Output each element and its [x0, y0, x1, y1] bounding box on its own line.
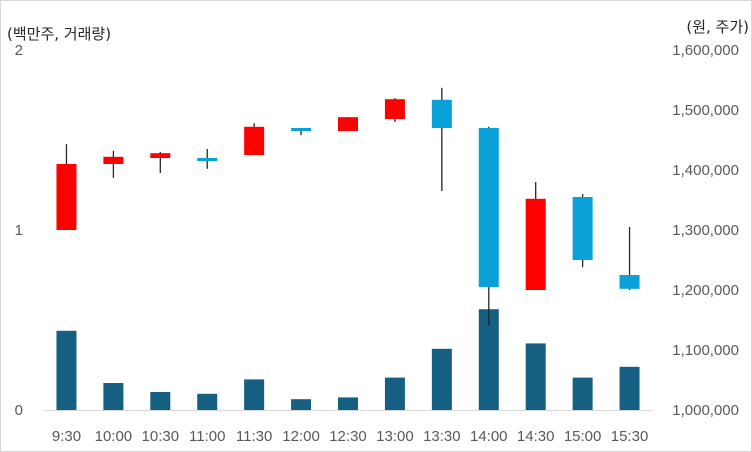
right-tick-label: 1,000,000: [672, 402, 739, 419]
volume-bar: [150, 392, 171, 410]
candle-body: [103, 156, 124, 164]
volume-series: [56, 309, 640, 410]
left-tick-label: 1: [15, 222, 23, 239]
candle-body: [197, 158, 218, 161]
volume-bar: [619, 366, 640, 410]
candle-body: [431, 99, 452, 128]
left-axis-unit-label: (백만주, 거래량): [7, 25, 111, 43]
volume-bar: [197, 393, 218, 410]
candle-body: [338, 117, 358, 131]
candle-body: [478, 128, 499, 287]
x-tick-label: 12:00: [282, 428, 320, 445]
volume-bar: [338, 397, 358, 410]
x-tick-label: 11:30: [236, 428, 272, 445]
x-tick-label: 9:30: [52, 428, 81, 445]
left-tick-label: 2: [15, 42, 23, 59]
right-tick-label: 1,200,000: [672, 282, 739, 299]
x-tick-label: 14:30: [517, 428, 555, 445]
right-tick-label: 1,400,000: [672, 162, 739, 179]
price-candles: [56, 87, 640, 326]
volume-bar: [431, 348, 452, 410]
volume-bar: [384, 377, 405, 410]
x-tick-label: 10:00: [95, 428, 133, 445]
candle-body: [56, 164, 77, 230]
volume-bar: [56, 330, 77, 410]
volume-bar: [525, 343, 546, 410]
candle-body: [384, 99, 405, 119]
tick-labels: 0 1 2 1,000,000 1,100,000 1,200,000 1,300,000 1…: [15, 42, 739, 445]
x-tick-label: 10:30: [142, 428, 180, 445]
x-tick-label: 13:00: [376, 428, 414, 445]
left-tick-label: 0: [15, 402, 23, 419]
x-tick-label: 11:00: [189, 428, 225, 445]
candle-body: [619, 275, 640, 289]
x-tick-label: 12:30: [329, 428, 367, 445]
x-tick-label: 14:00: [470, 428, 508, 445]
candle-body: [244, 126, 265, 155]
right-tick-label: 1,600,000: [672, 42, 739, 59]
right-tick-label: 1,500,000: [672, 102, 739, 119]
right-axis-unit-label: (원, 주가): [686, 18, 749, 36]
candle-body: [525, 198, 546, 290]
x-tick-label: 15:00: [564, 428, 602, 445]
candle-body: [150, 153, 171, 158]
x-tick-label: 15:30: [611, 428, 649, 445]
volume-bar: [103, 383, 124, 410]
right-tick-label: 1,300,000: [672, 222, 739, 239]
volume-bar: [291, 399, 312, 410]
x-tick-label: 13:30: [423, 428, 461, 445]
candle-body: [291, 128, 312, 131]
right-tick-label: 1,100,000: [672, 342, 739, 359]
candle-body: [572, 197, 593, 260]
volume-bar: [478, 309, 499, 410]
volume-bar: [572, 377, 593, 410]
volume-bar: [244, 379, 265, 410]
